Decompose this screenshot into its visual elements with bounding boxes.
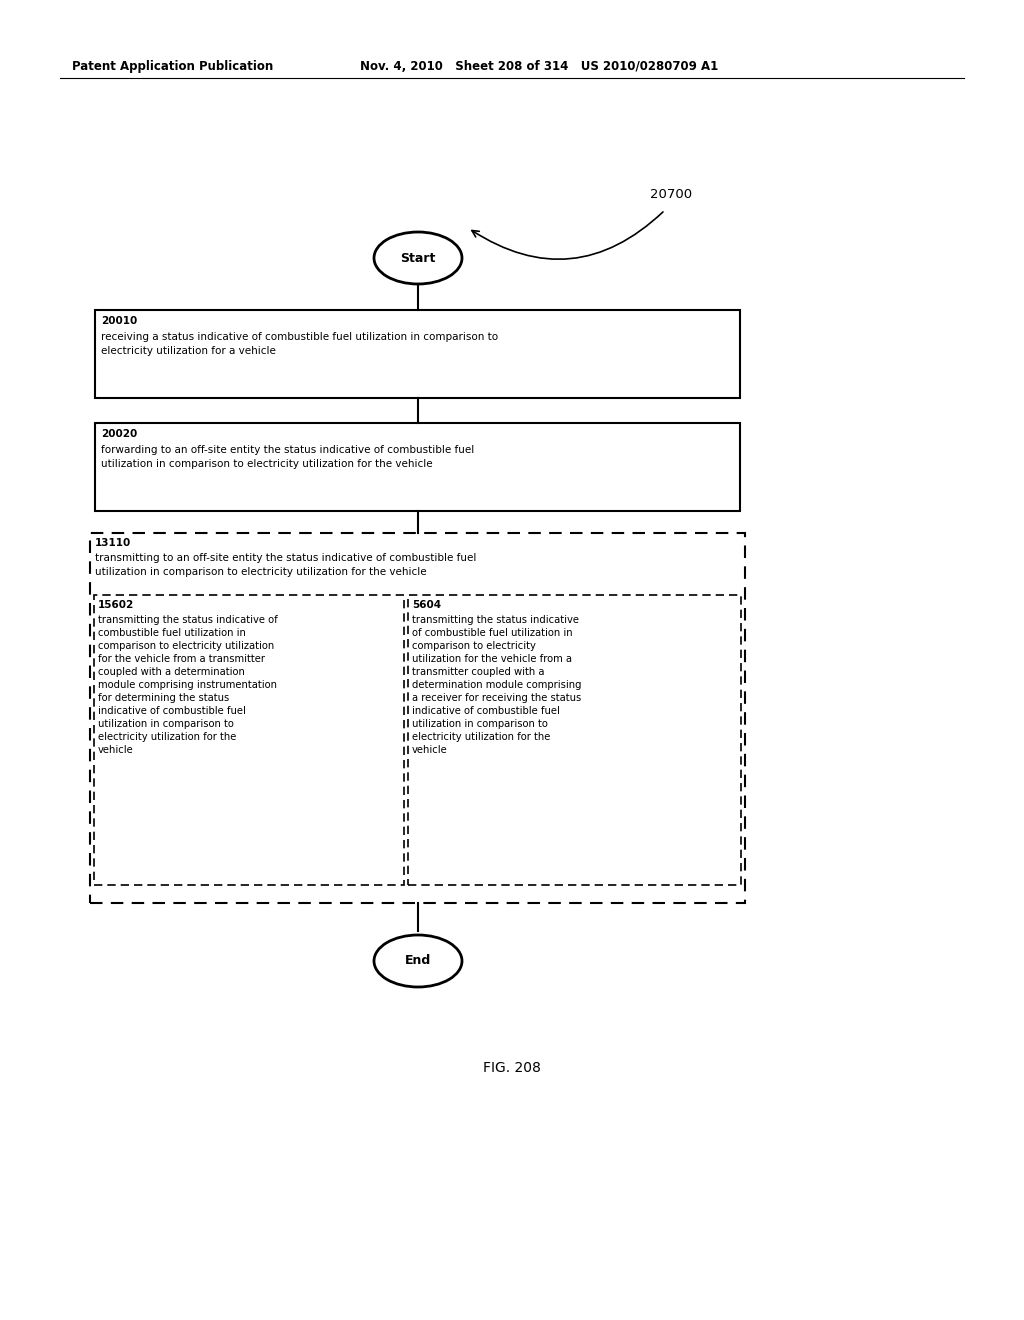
Text: Nov. 4, 2010   Sheet 208 of 314   US 2010/0280709 A1: Nov. 4, 2010 Sheet 208 of 314 US 2010/02… [360,59,718,73]
Bar [90,533,745,903]
Text: transmitting to an off-site entity the status indicative of combustible fuel
uti: transmitting to an off-site entity the s… [95,553,476,577]
Bar [95,422,740,511]
Bar [408,595,741,884]
Bar [95,310,740,399]
Text: transmitting the status indicative
of combustible fuel utilization in
comparison: transmitting the status indicative of co… [412,615,582,755]
Text: 13110: 13110 [95,539,131,548]
Text: End: End [404,954,431,968]
Text: 20010: 20010 [101,315,137,326]
Bar [94,595,404,884]
Text: FIG. 208: FIG. 208 [483,1061,541,1074]
Text: 5604: 5604 [412,601,441,610]
Text: receiving a status indicative of combustible fuel utilization in comparison to
e: receiving a status indicative of combust… [101,333,498,355]
Text: 15602: 15602 [98,601,134,610]
Text: transmitting the status indicative of
combustible fuel utilization in
comparison: transmitting the status indicative of co… [98,615,278,755]
FancyArrowPatch shape [472,213,663,259]
Text: 20020: 20020 [101,429,137,440]
Text: Patent Application Publication: Patent Application Publication [72,59,273,73]
Text: forwarding to an off-site entity the status indicative of combustible fuel
utili: forwarding to an off-site entity the sta… [101,445,474,469]
Text: Start: Start [400,252,435,264]
Text: 20700: 20700 [650,187,692,201]
